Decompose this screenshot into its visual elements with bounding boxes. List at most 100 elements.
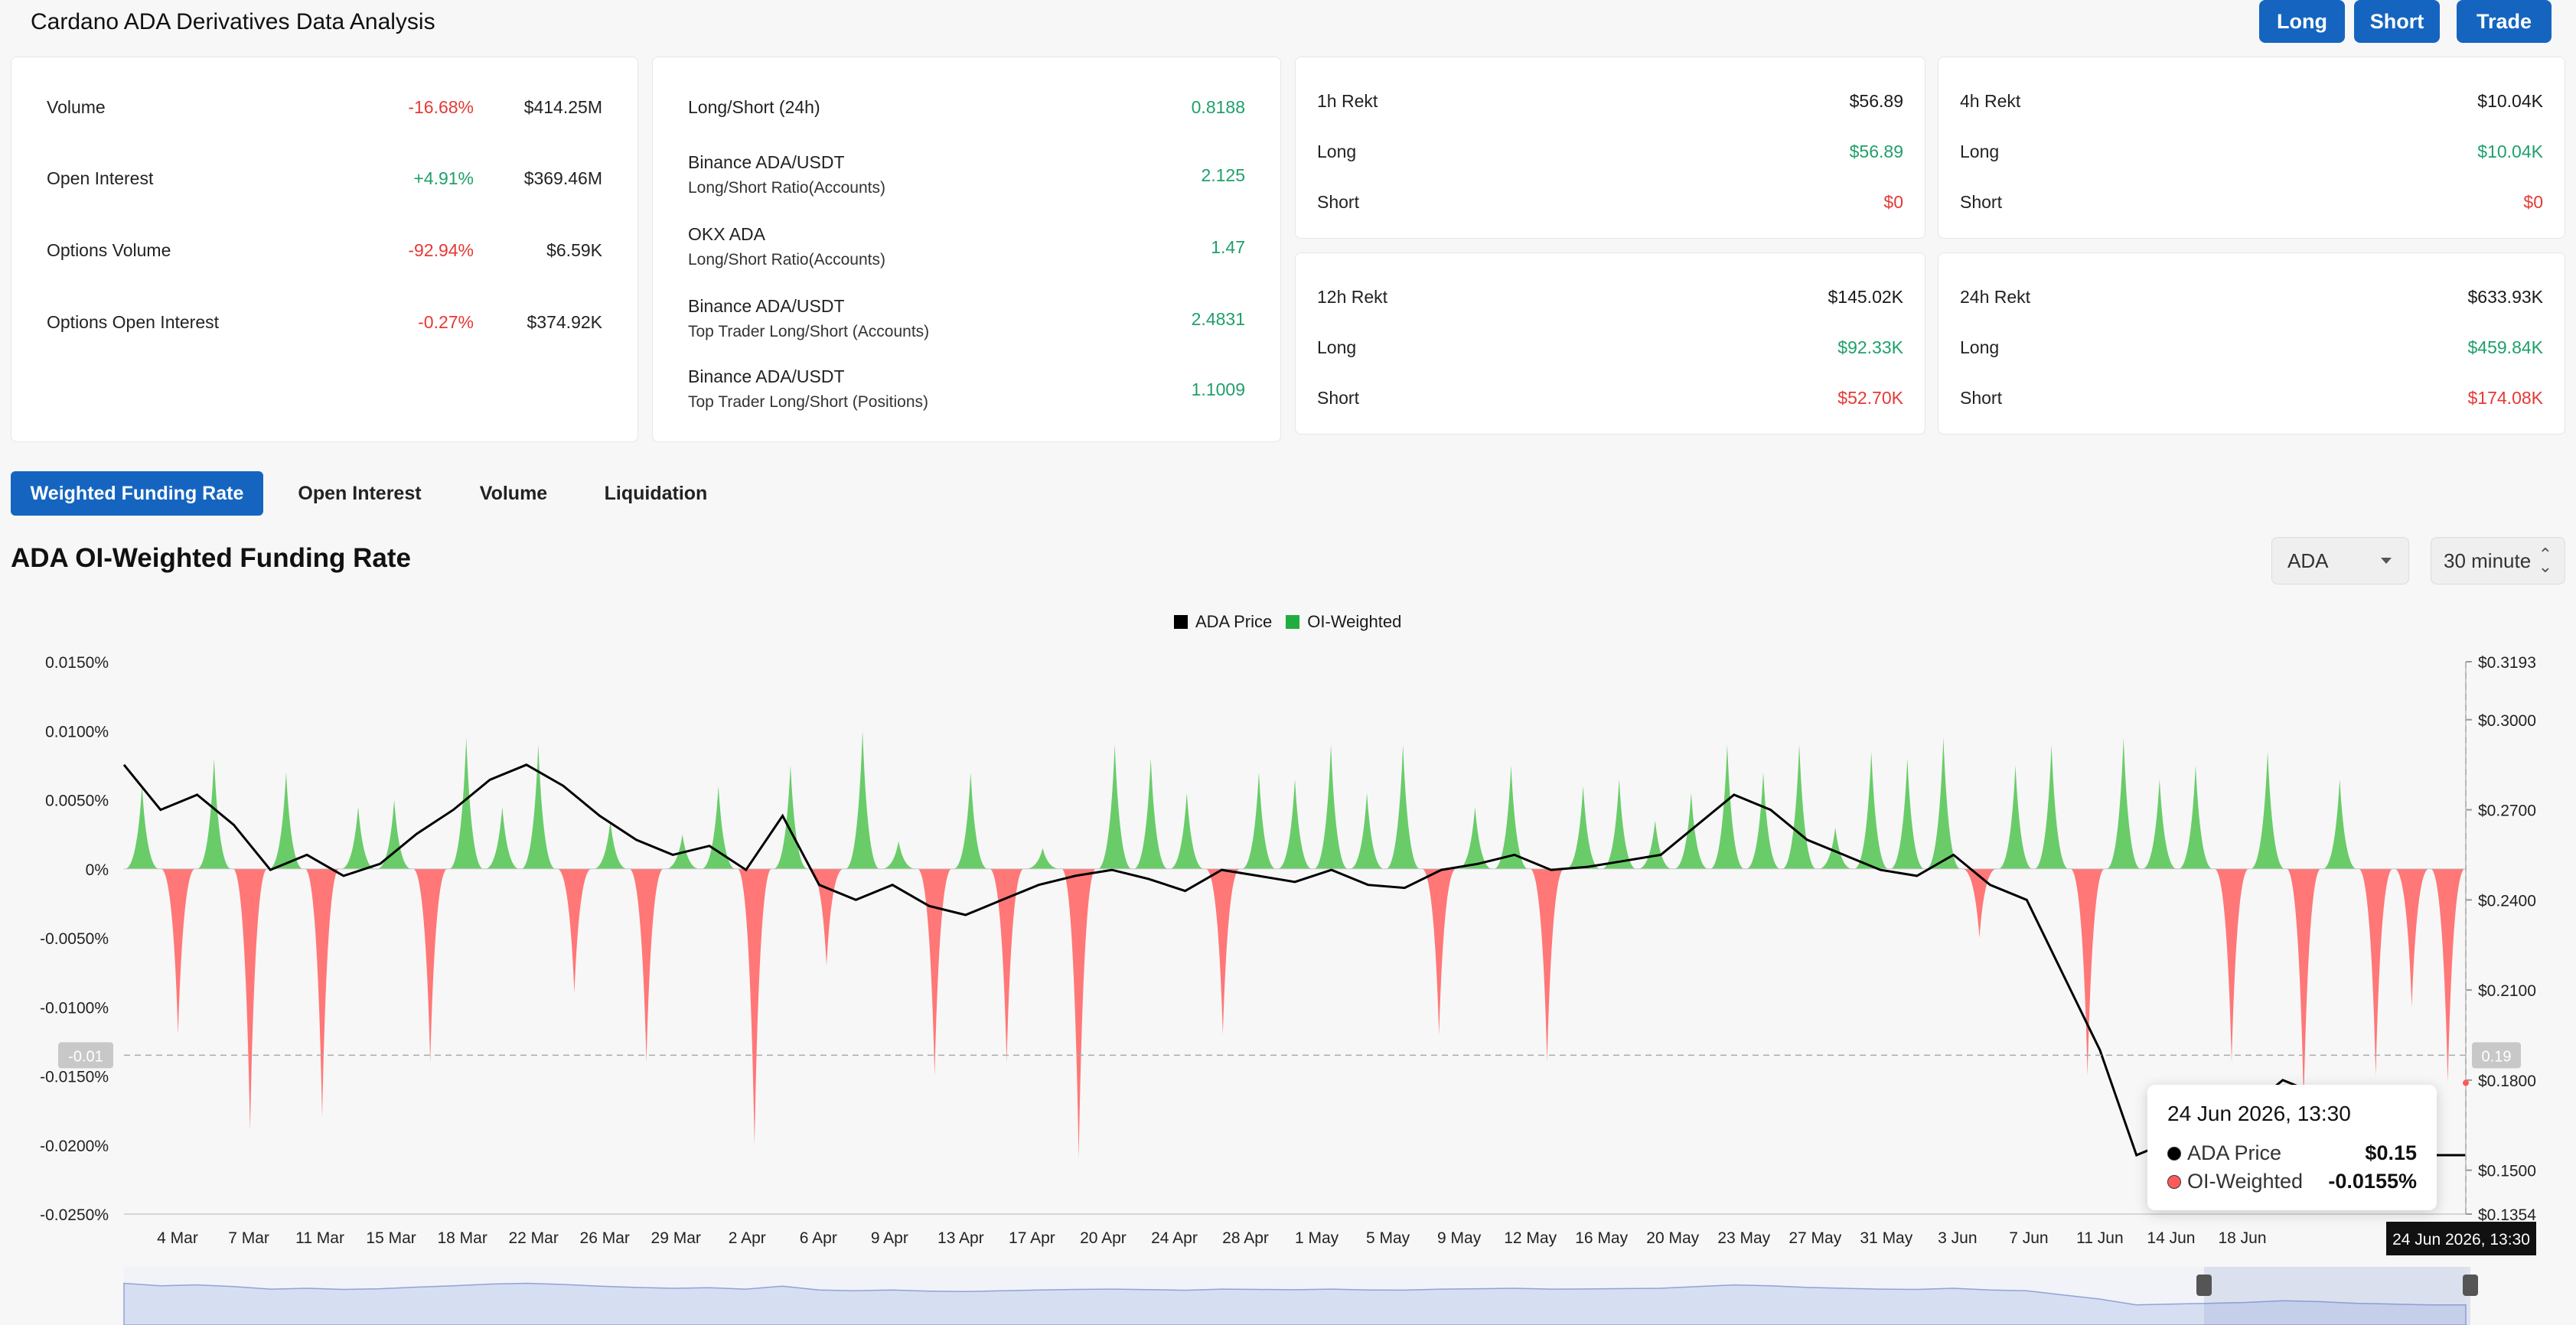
funding-positive-area <box>1746 772 1781 869</box>
long-short-value: 1.47 <box>1211 236 1245 257</box>
long-button[interactable]: Long <box>2259 0 2345 43</box>
long-short-value: 2.4831 <box>1191 308 1245 329</box>
long-short-sublabel: Top Trader Long/Short (Positions) <box>688 393 928 411</box>
rekt-card-24h: 24h Rekt $633.93K Long $459.84K Short $174.… <box>1938 252 2565 435</box>
x-tick-label: 18 Jun <box>2218 1229 2266 1247</box>
long-short-card: Long/Short (24h) 0.8188 Binance ADA/USDT… <box>652 57 1281 442</box>
funding-rate-chart[interactable]: 0.0150% 0.0100% 0.0050% 0% -0.0050% -0.0100% -… <box>0 635 2576 1325</box>
rekt-long-value: $56.89 <box>1849 142 1903 161</box>
x-tick-label: 5 May <box>1366 1229 1410 1247</box>
summary-change: -16.68% <box>408 97 474 117</box>
x-tick-label: 11 Jun <box>2076 1229 2124 1247</box>
rekt-short-label: Short <box>1960 388 2002 408</box>
crosshair-left-label: -0.01 <box>68 1048 103 1065</box>
price-line <box>122 763 2466 1157</box>
long-short-row: Binance ADA/USDT Top Trader Long/Short (… <box>688 293 1245 345</box>
long-short-label: Binance ADA/USDT <box>688 296 845 316</box>
tab-liquidation[interactable]: Liquidation <box>585 471 727 516</box>
funding-positive-area <box>125 786 159 869</box>
y-left-tick-label: 0.0050% <box>45 793 109 810</box>
x-tick-label: 22 Mar <box>508 1229 558 1247</box>
x-tick-label: 11 Mar <box>295 1229 344 1247</box>
y-left-tick-label: -0.0150% <box>40 1069 109 1086</box>
summary-label: Open Interest <box>47 168 154 188</box>
funding-positive-area <box>2142 779 2177 869</box>
long-short-label: Long/Short (24h) <box>688 97 820 117</box>
funding-positive-area <box>1926 737 1961 869</box>
rekt-long-label: Long <box>1317 142 1357 161</box>
trade-button[interactable]: Trade <box>2457 0 2552 43</box>
interval-select[interactable]: 30 minute ⌃ ⌄ <box>2431 537 2565 584</box>
long-short-label: Binance ADA/USDT <box>688 152 845 172</box>
tab-volume[interactable]: Volume <box>458 471 569 516</box>
rekt-short-value: $0 <box>2523 192 2543 212</box>
x-tick-label: 14 Jun <box>2147 1229 2195 1247</box>
summary-label: Options Open Interest <box>47 312 220 332</box>
funding-negative-area <box>2358 868 2393 1076</box>
rekt-card-4h: 4h Rekt $10.04K Long $10.04K Short $0 <box>1938 57 2565 239</box>
y-left-tick-label: 0% <box>86 861 109 879</box>
funding-negative-area <box>2286 868 2321 1104</box>
funding-positive-area <box>2034 744 2069 869</box>
funding-negative-area <box>1205 868 1241 1035</box>
long-short-row: Binance ADA/USDT Top Trader Long/Short (… <box>688 363 1245 415</box>
funding-positive-area <box>1854 751 1889 869</box>
rekt-long-label: Long <box>1960 337 2000 357</box>
short-button[interactable]: Short <box>2354 0 2440 43</box>
tab-open-interest[interactable]: Open Interest <box>279 471 441 516</box>
rekt-short-value: $0 <box>1883 192 1903 212</box>
funding-positive-area <box>953 772 988 869</box>
funding-positive-area <box>593 820 628 869</box>
y-left-tick-label: -0.0250% <box>40 1206 109 1224</box>
x-tick-label: 20 Apr <box>1080 1229 1127 1247</box>
x-tick-label: 13 Apr <box>937 1229 984 1247</box>
rekt-total: $56.89 <box>1849 91 1903 111</box>
crosshair-date-badge <box>2386 1222 2536 1255</box>
funding-negative-area <box>557 868 592 994</box>
x-tick-label: 29 Mar <box>651 1229 701 1247</box>
page-title: Cardano ADA Derivatives Data Analysis <box>31 9 435 34</box>
funding-positive-area <box>2178 765 2213 869</box>
long-short-row: Long/Short (24h) 0.8188 <box>688 94 1245 120</box>
x-tick-label: 28 Apr <box>1222 1229 1269 1247</box>
navigator-area <box>123 1282 2467 1325</box>
summary-row: Open Interest +4.91% $369.46M <box>47 168 602 189</box>
up-down-chevron-icon: ⌃ ⌄ <box>2538 545 2552 576</box>
y-left-tick-label: -0.0100% <box>40 999 109 1017</box>
chart-tooltip: 24 Jun 2026, 13:30 ADA Price $0.15 OI-We… <box>2147 1085 2437 1210</box>
crosshair-left-badge <box>58 1042 113 1069</box>
rekt-total: $10.04K <box>2477 91 2543 111</box>
x-tick-label: 2 Apr <box>729 1229 766 1247</box>
long-short-sublabel: Long/Short Ratio(Accounts) <box>688 179 885 197</box>
x-tick-label: 9 Apr <box>871 1229 908 1247</box>
funding-positive-area <box>1818 827 1853 869</box>
funding-positive-area <box>1710 744 1745 869</box>
legend-swatch-funding <box>1286 615 1300 629</box>
rekt-short-value: $52.70K <box>1837 388 1903 408</box>
funding-positive-area <box>1241 772 1277 869</box>
x-tick-label: 1 May <box>1295 1229 1339 1247</box>
funding-negative-area <box>917 868 952 1076</box>
coin-select[interactable]: ADA <box>2271 537 2409 584</box>
funding-positive-area <box>845 731 880 869</box>
summary-change: -92.94% <box>408 240 474 260</box>
funding-negative-area <box>629 868 664 1063</box>
tab-weighted-funding-rate[interactable]: Weighted Funding Rate <box>11 471 263 516</box>
hover-point <box>2463 1079 2469 1086</box>
x-tick-label: 7 Jun <box>2009 1229 2048 1247</box>
x-tick-label: 7 Mar <box>228 1229 269 1247</box>
long-short-value: 1.1009 <box>1191 379 1245 399</box>
chart-title: ADA OI-Weighted Funding Rate <box>11 543 412 573</box>
x-tick-label: 18 Mar <box>437 1229 487 1247</box>
long-short-row: OKX ADA Long/Short Ratio(Accounts) 1.47 <box>688 221 1245 273</box>
summary-row: Options Open Interest -0.27% $374.92K <box>47 312 602 333</box>
y-right-tick-label: $0.2100 <box>2478 982 2536 1000</box>
x-tick-label: 12 May <box>1504 1229 1557 1247</box>
funding-negative-area <box>233 868 268 1131</box>
funding-negative-area <box>1962 868 1997 938</box>
funding-positive-area <box>1277 779 1312 869</box>
funding-positive-area <box>1133 758 1169 869</box>
rekt-card-12h: 12h Rekt $145.02K Long $92.33K Short $52.70… <box>1295 252 1925 435</box>
chevron-down-icon <box>2381 558 2392 564</box>
summary-change: -0.27% <box>418 312 474 332</box>
